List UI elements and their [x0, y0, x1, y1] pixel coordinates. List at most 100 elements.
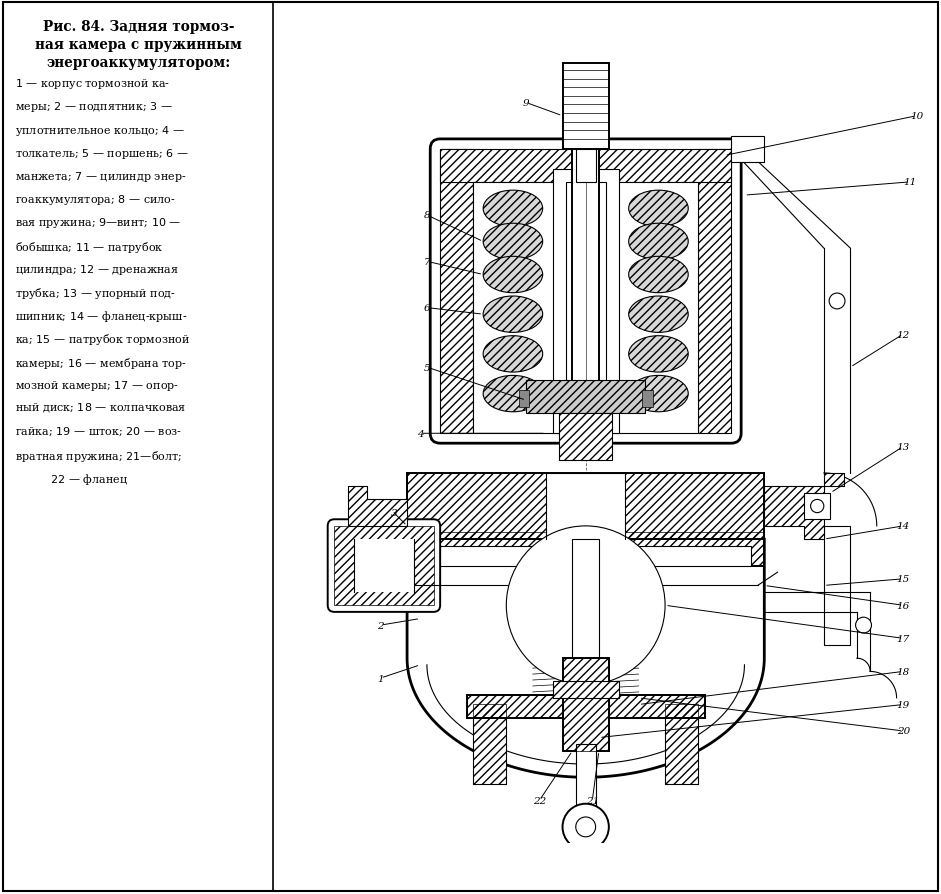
Bar: [473, 182, 698, 434]
Bar: [576, 745, 596, 823]
Bar: [576, 149, 596, 182]
Text: гайка; $\mathit{19}$ — шток; $\mathit{20}$ — воз-: гайка; $\mathit{19}$ — шток; $\mathit{20…: [15, 425, 183, 437]
Bar: [563, 659, 609, 751]
Text: 21: 21: [585, 796, 598, 805]
Ellipse shape: [629, 224, 688, 260]
Text: 9: 9: [523, 99, 530, 108]
Bar: [642, 391, 652, 408]
Text: 1: 1: [377, 674, 384, 683]
Text: 12: 12: [897, 330, 910, 339]
Text: шипник; $\mathit{14}$ — фланец-крыш-: шипник; $\mathit{14}$ — фланец-крыш-: [15, 309, 188, 324]
Bar: [559, 414, 613, 460]
Text: 18: 18: [897, 667, 910, 676]
Text: 3: 3: [391, 509, 397, 518]
Bar: [665, 704, 698, 784]
Ellipse shape: [483, 224, 543, 260]
Text: Рис. 84. Задняя тормоз-: Рис. 84. Задняя тормоз-: [43, 21, 234, 34]
Text: ная камера с пружинным: ная камера с пружинным: [36, 38, 242, 52]
Bar: [467, 695, 705, 718]
Text: камеры; $\mathit{16}$ — мембрана тор-: камеры; $\mathit{16}$ — мембрана тор-: [15, 355, 187, 370]
Circle shape: [810, 500, 823, 513]
Text: 17: 17: [897, 634, 910, 643]
Circle shape: [576, 817, 596, 837]
Text: вая пружина; $\mathit{9}$—винт; $\mathit{10}$ —: вая пружина; $\mathit{9}$—винт; $\mathit…: [15, 216, 182, 230]
Text: вратная пружина; $\mathit{21}$—болт;: вратная пружина; $\mathit{21}$—болт;: [15, 448, 183, 463]
Text: $\mathit{22}$ — фланец: $\mathit{22}$ — фланец: [15, 471, 128, 486]
Polygon shape: [407, 539, 764, 778]
Bar: [566, 182, 606, 420]
Bar: [407, 474, 764, 539]
Bar: [440, 149, 731, 182]
Bar: [467, 695, 705, 718]
Bar: [354, 539, 414, 593]
Text: 5: 5: [423, 363, 430, 372]
Text: 13: 13: [897, 443, 910, 451]
Polygon shape: [347, 486, 407, 527]
Text: 16: 16: [897, 601, 910, 610]
Ellipse shape: [629, 257, 688, 293]
Bar: [563, 63, 609, 149]
Text: 6: 6: [423, 304, 430, 313]
Text: цилиндра; $\mathit{12}$ — дренажная: цилиндра; $\mathit{12}$ — дренажная: [15, 263, 180, 276]
Text: бобышка; $\mathit{11}$ — патрубок: бобышка; $\mathit{11}$ — патрубок: [15, 240, 164, 255]
Text: 22: 22: [533, 796, 546, 805]
Bar: [552, 170, 619, 434]
Circle shape: [855, 618, 871, 633]
Text: 20: 20: [897, 727, 910, 736]
Text: 19: 19: [897, 700, 910, 709]
Bar: [559, 414, 613, 460]
Bar: [473, 704, 506, 784]
Text: ка; $\mathit{15}$ — патрубок тормозной: ка; $\mathit{15}$ — патрубок тормозной: [15, 332, 191, 347]
Text: $\mathit{1}$ — корпус тормозной ка-: $\mathit{1}$ — корпус тормозной ка-: [15, 77, 170, 91]
Text: трубка; $\mathit{13}$ — упорный под-: трубка; $\mathit{13}$ — упорный под-: [15, 286, 176, 300]
Bar: [823, 527, 851, 645]
Bar: [407, 533, 764, 566]
Bar: [407, 533, 764, 566]
Text: манжета; $\mathit{7}$ — цилиндр энер-: манжета; $\mathit{7}$ — цилиндр энер-: [15, 170, 187, 184]
Ellipse shape: [629, 191, 688, 227]
FancyBboxPatch shape: [430, 139, 742, 443]
Bar: [563, 659, 609, 751]
Ellipse shape: [483, 297, 543, 333]
Text: гоаккумулятора; $\mathit{8}$ — сило-: гоаккумулятора; $\mathit{8}$ — сило-: [15, 193, 176, 207]
Text: ный диск; $\mathit{18}$ — колпачковая: ный диск; $\mathit{18}$ — колпачковая: [15, 401, 187, 415]
Ellipse shape: [483, 376, 543, 412]
Bar: [665, 704, 698, 784]
Bar: [804, 493, 831, 519]
Bar: [552, 681, 619, 698]
Bar: [334, 527, 434, 605]
Bar: [407, 474, 764, 539]
Text: 11: 11: [903, 178, 917, 187]
Bar: [731, 137, 764, 163]
Ellipse shape: [629, 336, 688, 373]
Bar: [440, 149, 473, 434]
Text: 14: 14: [897, 522, 910, 531]
Bar: [546, 474, 626, 539]
Bar: [698, 149, 731, 434]
Bar: [572, 130, 598, 460]
Text: 4: 4: [417, 429, 423, 438]
FancyBboxPatch shape: [327, 519, 440, 612]
Text: 7: 7: [423, 257, 430, 266]
Circle shape: [829, 294, 845, 309]
Text: мозной камеры; $\mathit{17}$ — опор-: мозной камеры; $\mathit{17}$ — опор-: [15, 378, 180, 392]
Bar: [421, 546, 751, 566]
Text: 15: 15: [897, 575, 910, 584]
Text: 10: 10: [910, 112, 923, 121]
Ellipse shape: [483, 257, 543, 293]
Text: энергоаккумулятором:: энергоаккумулятором:: [47, 55, 231, 70]
Bar: [572, 539, 598, 751]
Text: толкатель; $\mathit{5}$ — поршень; $\mathit{6}$ —: толкатель; $\mathit{5}$ — поршень; $\mat…: [15, 147, 189, 161]
Text: уплотнительное кольцо; $\mathit{4}$ —: уплотнительное кольцо; $\mathit{4}$ —: [15, 123, 185, 138]
Bar: [552, 681, 619, 698]
Text: меры; $\mathit{2}$ — подпятник; $\mathit{3}$ —: меры; $\mathit{2}$ — подпятник; $\mathit…: [15, 100, 173, 114]
Circle shape: [563, 804, 609, 850]
Polygon shape: [764, 474, 844, 539]
Circle shape: [506, 527, 665, 685]
Ellipse shape: [629, 297, 688, 333]
Bar: [526, 381, 646, 414]
Text: 8: 8: [423, 211, 430, 220]
Text: 2: 2: [377, 621, 384, 630]
Ellipse shape: [483, 336, 543, 373]
Bar: [518, 391, 530, 408]
